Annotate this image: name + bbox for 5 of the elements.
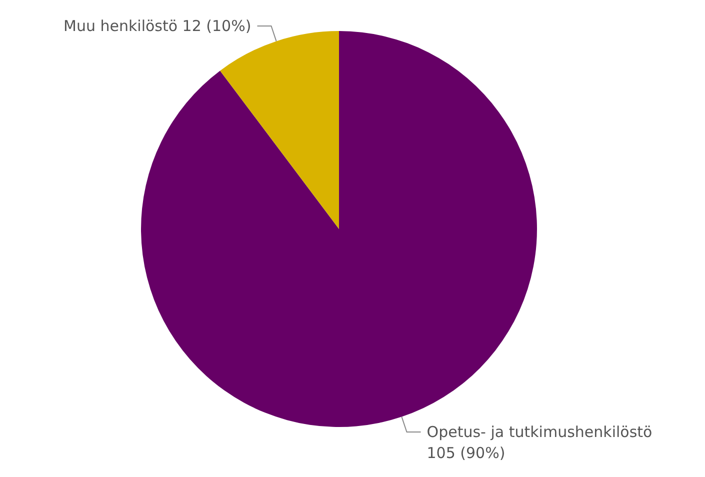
slice-label: Muu henkilöstö 12 (10%) [64,17,252,36]
pie-slice [220,31,339,229]
pie-slice [141,31,537,427]
data-label: 105 (90%) [426,444,506,462]
slice-label: Opetus- ja tutkimushenkilöstö [426,422,652,441]
